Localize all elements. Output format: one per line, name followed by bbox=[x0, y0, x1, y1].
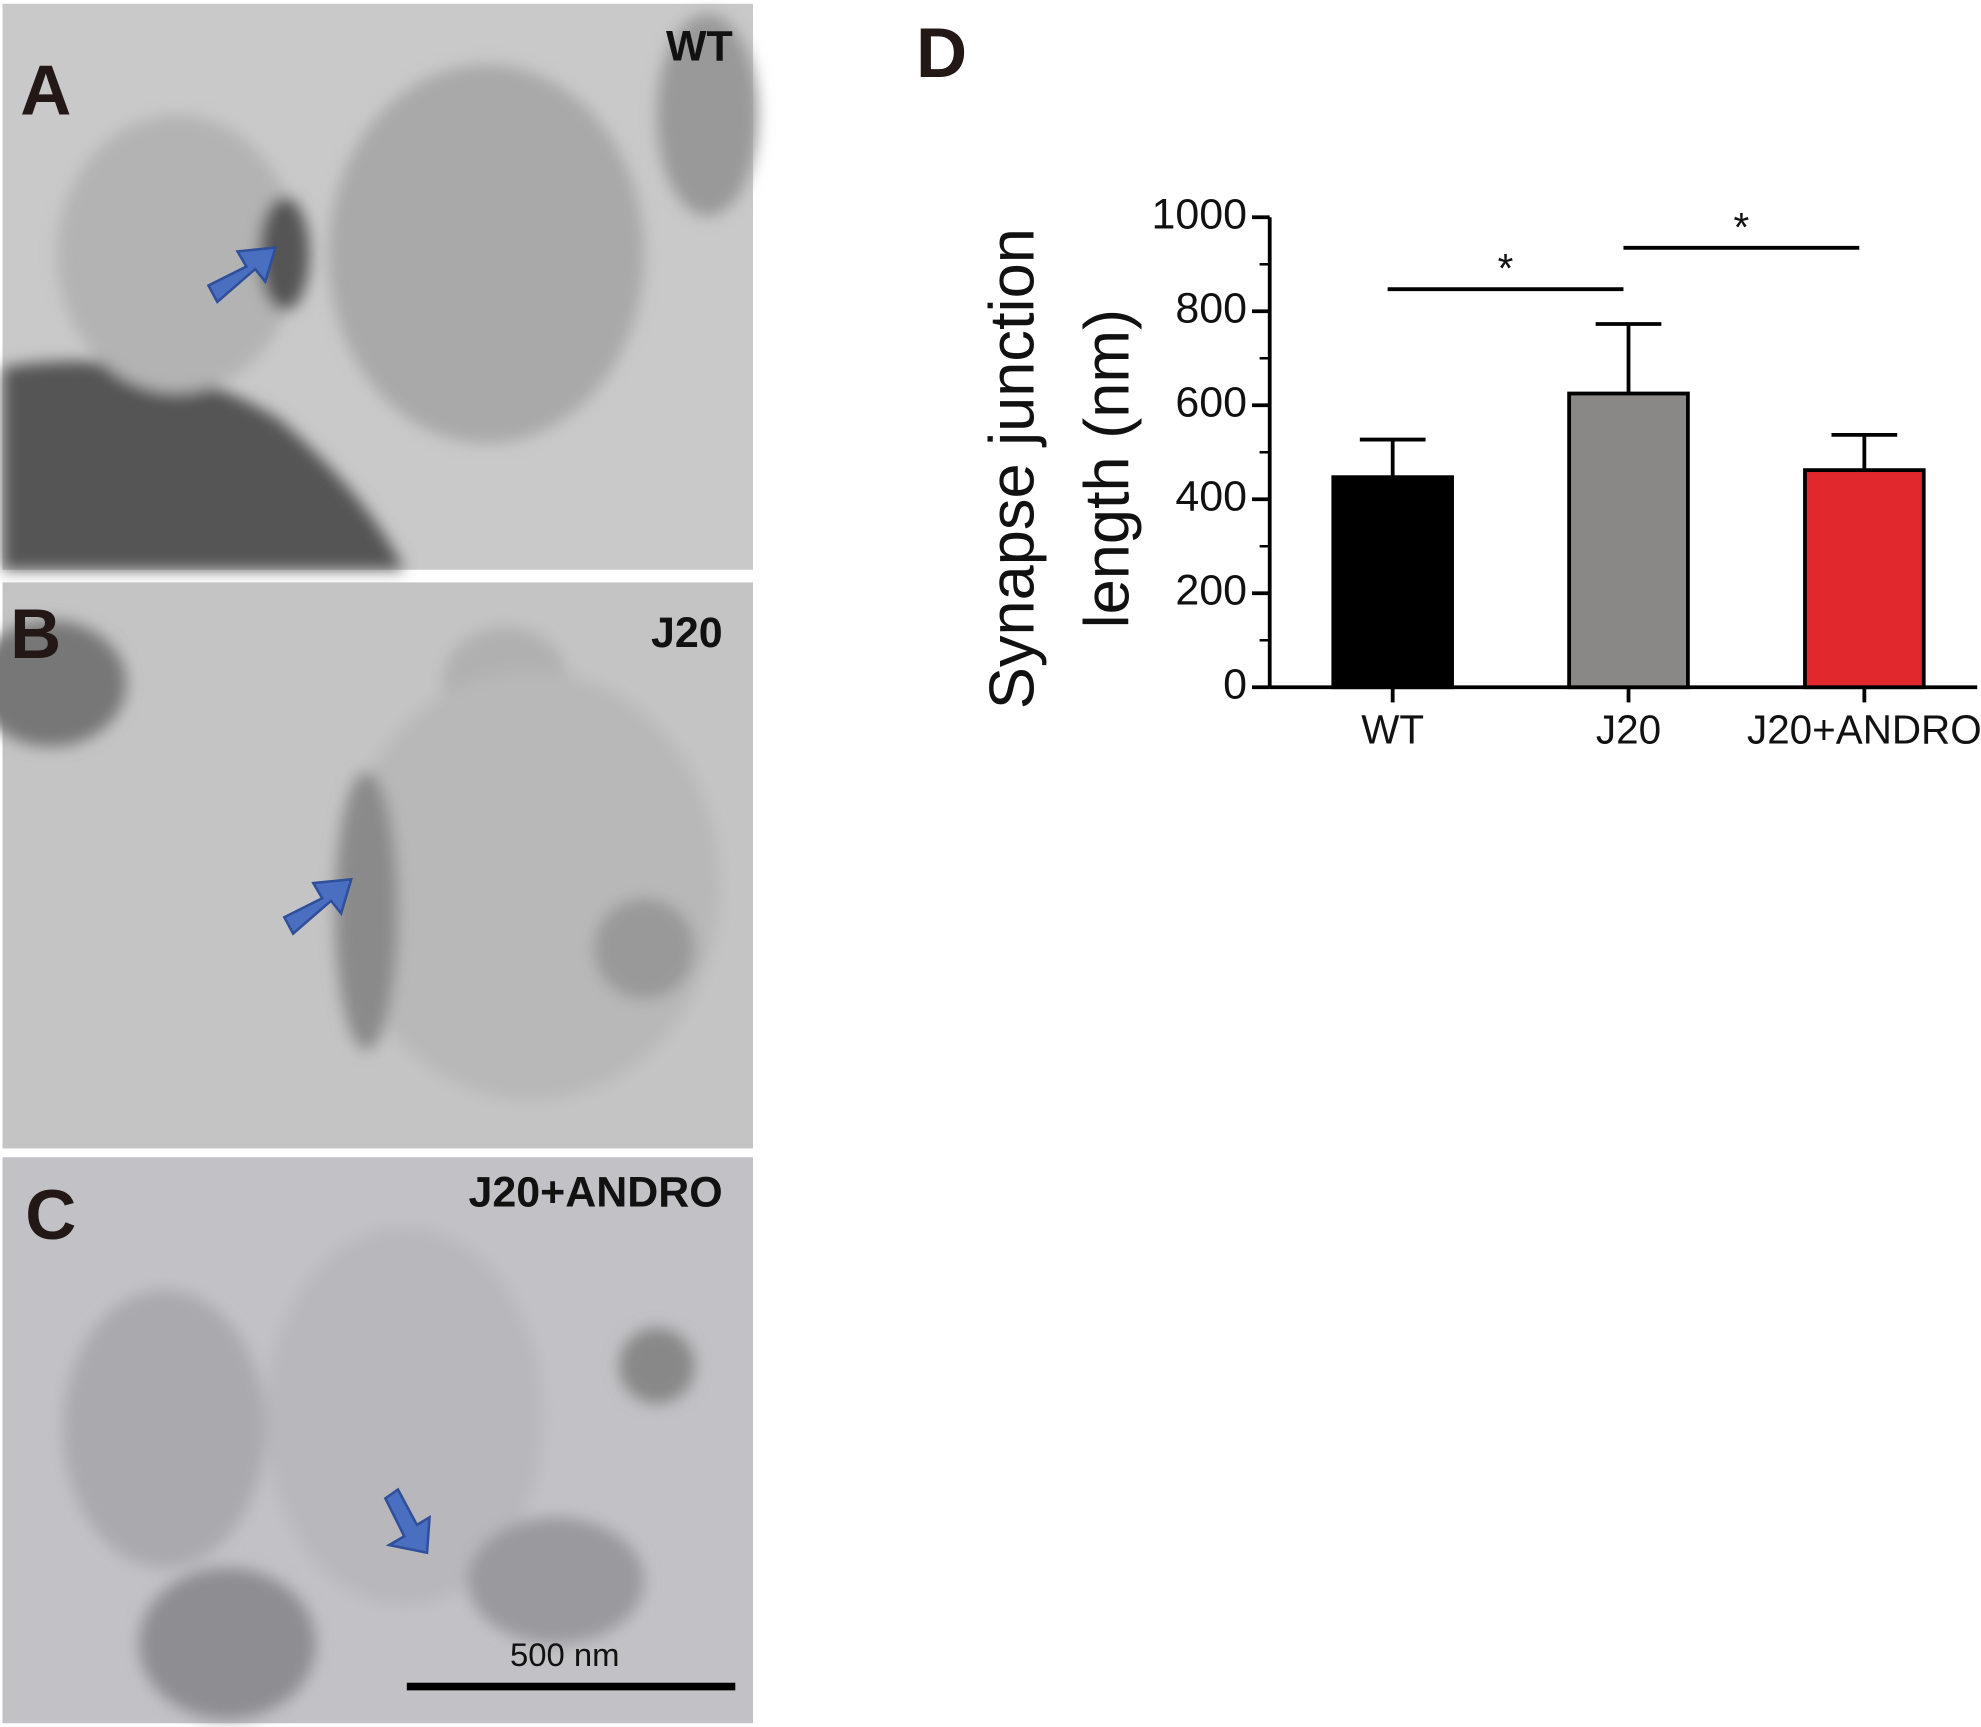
significance-label: * bbox=[1498, 245, 1514, 291]
y-tick-label: 200 bbox=[1175, 567, 1247, 615]
x-tick-label: J20+ANDRO bbox=[1747, 706, 1981, 752]
panel-c: C J20+ANDRO 500 nm bbox=[2, 1157, 753, 1724]
chart: D Synapse junction length (nm) 0 200 400 60… bbox=[916, 13, 1981, 753]
panel-b: B J20 bbox=[0, 582, 753, 1149]
y-tick-label: 1000 bbox=[1151, 191, 1247, 239]
y-axis-label: length (nm) bbox=[1072, 309, 1142, 628]
x-tick-label: J20 bbox=[1596, 706, 1661, 752]
y-tick-label: 600 bbox=[1175, 379, 1247, 427]
y-tick-label: 400 bbox=[1175, 473, 1247, 521]
x-tick-label: WT bbox=[1361, 706, 1424, 752]
arrow bbox=[206, 246, 278, 304]
panel-letter: B bbox=[10, 594, 61, 673]
scale-bar-label: 500 nm bbox=[510, 1636, 620, 1673]
panel-letter: A bbox=[20, 51, 71, 130]
bar bbox=[1567, 391, 1690, 690]
panel-label: J20+ANDRO bbox=[469, 1168, 723, 1216]
arrow bbox=[383, 1487, 431, 1555]
y-tick-label: 800 bbox=[1175, 285, 1247, 333]
bar bbox=[1803, 468, 1926, 690]
panel-letter: C bbox=[25, 1175, 76, 1254]
y-axis-label: Synapse junction bbox=[978, 228, 1048, 709]
panel-label: WT bbox=[666, 23, 733, 71]
panel-a: A WT bbox=[2, 3, 759, 570]
significance-label: * bbox=[1734, 204, 1750, 250]
panel-label: J20 bbox=[651, 609, 723, 657]
bar bbox=[1331, 475, 1454, 690]
y-tick-label: 0 bbox=[1223, 661, 1247, 709]
arrow bbox=[282, 877, 353, 936]
panel-letter: D bbox=[916, 13, 967, 92]
